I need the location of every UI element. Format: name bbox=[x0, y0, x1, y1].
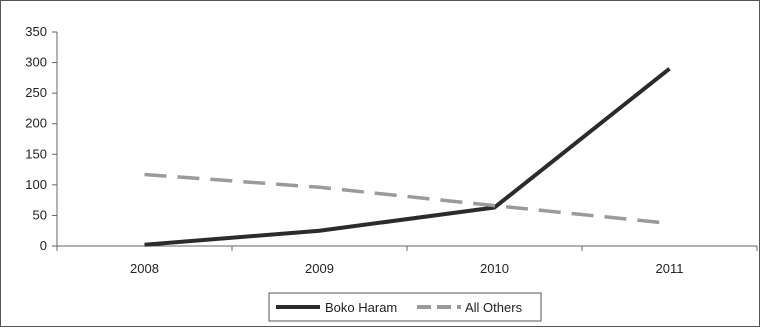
series-line-boko-haram bbox=[145, 69, 670, 245]
x-tick-label: 2009 bbox=[305, 261, 334, 276]
y-tick-label: 300 bbox=[25, 55, 47, 70]
y-tick-label: 350 bbox=[25, 24, 47, 39]
x-tick-label: 2008 bbox=[130, 261, 159, 276]
y-tick-label: 200 bbox=[25, 116, 47, 131]
x-tick-label: 2011 bbox=[656, 261, 684, 276]
series-line-all-others bbox=[145, 174, 670, 223]
x-tick-label: 2010 bbox=[480, 261, 509, 276]
chart-legend: Boko Haram All Others bbox=[269, 293, 541, 321]
legend-label: All Others bbox=[465, 300, 523, 315]
y-tick-label: 150 bbox=[25, 146, 47, 161]
chart-axes: 0 50 100 150 200 250 300 350 2008 2009 2010 2011 bbox=[25, 24, 757, 276]
chart-series bbox=[144, 69, 669, 245]
legend-label: Boko Haram bbox=[325, 300, 397, 315]
y-tick-label: 0 bbox=[40, 238, 47, 253]
y-tick-label: 250 bbox=[25, 85, 47, 100]
y-tick-label: 50 bbox=[33, 207, 47, 222]
y-tick-label: 100 bbox=[25, 177, 47, 192]
